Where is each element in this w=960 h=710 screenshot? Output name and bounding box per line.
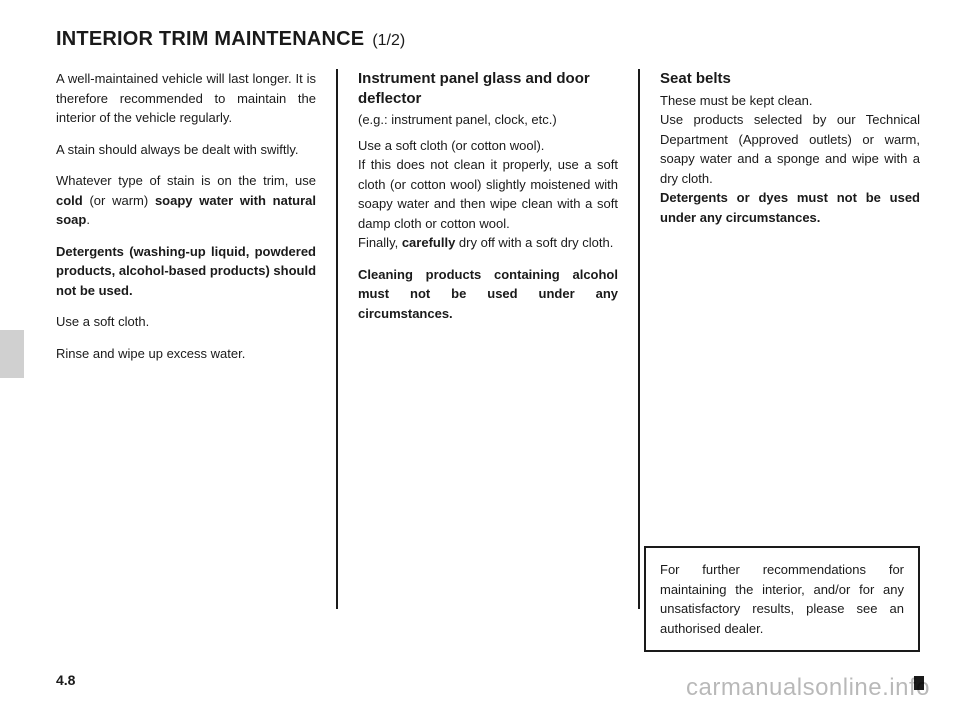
col1-p5: Use a soft cloth.: [56, 312, 316, 332]
col1-p3-c: (or warm): [83, 193, 155, 208]
col1-p1: A well-maintained vehicle will last long…: [56, 69, 316, 128]
col2-p2-carefully: carefully: [402, 235, 455, 250]
col1-p3-cold: cold: [56, 193, 83, 208]
col1-p2: A stain should always be dealt with swif…: [56, 140, 316, 160]
col1-p4-bold: Detergents (washing-up liquid, powdered …: [56, 244, 316, 298]
col2-heading: Instrument panel glass and door deflecto…: [358, 69, 618, 108]
col2-p2-b: If this does not clean it properly, use …: [358, 157, 618, 231]
box-text: For further recommendations for maintain…: [660, 562, 904, 636]
page-number: 4.8: [56, 672, 75, 688]
col2-p3-bold: Cleaning products containing alcohol mus…: [358, 267, 618, 321]
col1-p3-e: .: [86, 212, 90, 227]
col2-p2: Use a soft cloth (or cotton wool). If th…: [358, 136, 618, 253]
col1-p3-a: Whatever type of stain is on the trim, u…: [56, 173, 316, 188]
col2-p3: Cleaning products containing alcohol mus…: [358, 265, 618, 324]
content-columns: A well-maintained vehicle will last long…: [56, 69, 920, 609]
col1-p6: Rinse and wipe up excess water.: [56, 344, 316, 364]
col3-p1-b: Use products selected by our Technical D…: [660, 112, 920, 186]
page-title-part: (1/2): [372, 32, 405, 50]
manual-page: INTERIOR TRIM MAINTENANCE (1/2) A well-m…: [0, 0, 960, 710]
watermark-text: carmanualsonline.info: [686, 674, 930, 702]
col3-p1-c: Detergents or dyes must not be used unde…: [660, 190, 920, 225]
col2-p2-c-a: Finally,: [358, 235, 402, 250]
column-1: A well-maintained vehicle will last long…: [56, 69, 332, 609]
col3-heading: Seat belts: [660, 69, 920, 89]
col2-p1: (e.g.: instrument panel, clock, etc.): [358, 110, 618, 130]
col3-p1-a: These must be kept clean.: [660, 93, 812, 108]
column-divider-2: [638, 69, 640, 609]
page-title: INTERIOR TRIM MAINTENANCE: [56, 28, 364, 51]
col2-p2-a: Use a soft cloth (or cotton wool).: [358, 138, 544, 153]
column-divider-1: [336, 69, 338, 609]
page-title-row: INTERIOR TRIM MAINTENANCE (1/2): [56, 28, 920, 51]
column-2: Instrument panel glass and door deflecto…: [342, 69, 634, 609]
column-3: Seat belts These must be kept clean. Use…: [644, 69, 920, 609]
col3-p1: These must be kept clean. Use products s…: [660, 91, 920, 228]
col1-p3: Whatever type of stain is on the trim, u…: [56, 171, 316, 230]
col1-p4: Detergents (washing-up liquid, powdered …: [56, 242, 316, 301]
col2-p2-c-c: dry off with a soft dry cloth.: [455, 235, 613, 250]
recommendation-box: For further recommendations for maintain…: [644, 546, 920, 652]
